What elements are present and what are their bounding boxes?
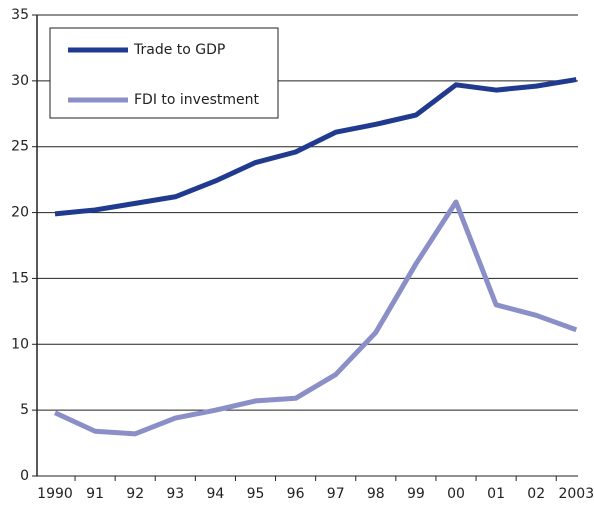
x-tick-label: 2003 [558,486,594,502]
x-tick-label: 96 [287,486,305,502]
legend-label: Trade to GDP [133,42,225,58]
y-tick-label: 5 [20,402,29,418]
x-tick-label: 99 [407,486,425,502]
x-tick-label: 92 [126,486,144,502]
x-tick-label: 98 [367,486,385,502]
y-tick-label: 35 [11,7,29,23]
x-tick-label: 97 [327,486,345,502]
x-tick-label: 91 [86,486,104,502]
x-tick-label: 02 [527,486,545,502]
x-tick-label: 00 [447,486,465,502]
line-series [53,199,578,437]
y-tick-label: 10 [11,336,29,352]
y-tick-label: 15 [11,270,29,286]
legend-label: FDI to investment [134,92,259,108]
x-tick-label: 93 [166,486,184,502]
y-tick-label: 30 [11,73,29,89]
x-tick-label: 95 [247,486,265,502]
x-tick-label: 94 [206,486,224,502]
x-tick-label: 1990 [37,486,73,502]
line-series [54,77,577,217]
x-tick-label: 01 [487,486,505,502]
legend-box [49,27,279,119]
y-tick-label: 20 [11,205,29,221]
y-tick-label: 25 [11,139,29,155]
y-tick-label: 0 [20,468,29,484]
